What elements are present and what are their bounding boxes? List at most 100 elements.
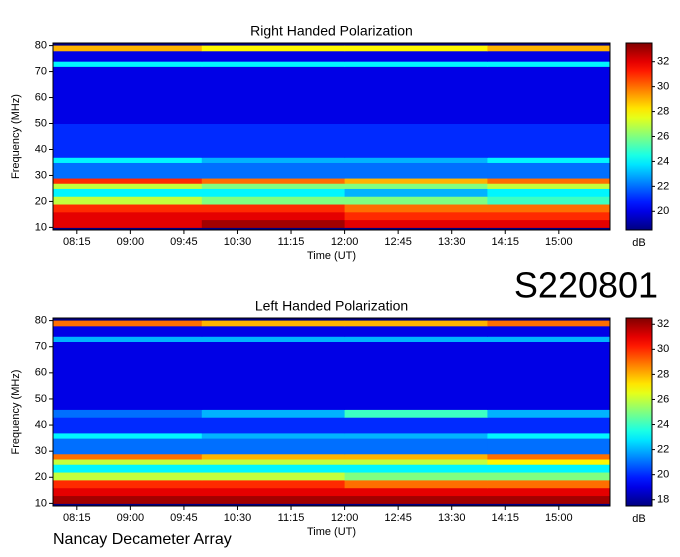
x-tick-label: 12:00 bbox=[331, 236, 359, 248]
heatmap-cell bbox=[487, 211, 611, 221]
heatmap-cell bbox=[487, 409, 611, 418]
x-tick-label: 14:15 bbox=[491, 236, 519, 248]
heatmap-cell bbox=[344, 453, 488, 460]
heatmap-cell bbox=[53, 336, 203, 342]
heatmap-cell bbox=[487, 453, 611, 460]
y-tick-label: 50 bbox=[35, 393, 47, 405]
heatmap-cell bbox=[53, 196, 203, 205]
heatmap-cell bbox=[53, 495, 203, 504]
heatmap-cell bbox=[53, 464, 203, 473]
x-tick-label: 15:00 bbox=[545, 512, 573, 524]
y-tick-label: 40 bbox=[35, 143, 47, 155]
heatmap-cell bbox=[344, 188, 488, 197]
colorbar-tick-label: 20 bbox=[657, 469, 669, 481]
heatmap-cell bbox=[201, 495, 346, 504]
y-tick-label: 80 bbox=[35, 315, 47, 327]
heatmap-cell bbox=[53, 487, 203, 497]
heatmap-cell bbox=[201, 464, 346, 473]
heatmap-cell bbox=[53, 409, 203, 418]
heatmap-cell bbox=[487, 438, 611, 455]
plot-frame bbox=[52, 42, 611, 231]
colorbar-label: dB bbox=[632, 513, 645, 525]
x-tick-label: 09:00 bbox=[117, 512, 145, 524]
heatmap-cell bbox=[201, 479, 346, 489]
heatmap-cell bbox=[487, 183, 611, 189]
heatmap-cell bbox=[344, 336, 488, 342]
heatmap-cell bbox=[201, 162, 346, 179]
heatmap-cell bbox=[487, 487, 611, 497]
heatmap-cell bbox=[344, 495, 488, 504]
heatmap-cell bbox=[344, 464, 488, 473]
heatmap-cell bbox=[201, 45, 346, 52]
heatmap-cell bbox=[53, 417, 203, 434]
colorbar-tick-label: 24 bbox=[657, 418, 669, 430]
heatmap-cell bbox=[487, 66, 611, 125]
heatmap-cell bbox=[344, 123, 488, 158]
y-tick-label: 40 bbox=[35, 419, 47, 431]
heatmap-cell bbox=[53, 188, 203, 197]
heatmap-cell bbox=[344, 438, 488, 455]
heatmap-cell bbox=[201, 204, 346, 213]
x-tick-label: 09:45 bbox=[170, 236, 198, 248]
heatmap-cell bbox=[201, 438, 346, 455]
heatmap-cell bbox=[201, 453, 346, 460]
session-code: S220801 bbox=[514, 265, 658, 306]
x-tick-label: 11:15 bbox=[278, 236, 305, 248]
heatmap-cell bbox=[487, 188, 611, 197]
heatmap-cell bbox=[344, 487, 488, 497]
source-label: Nancay Decameter Array bbox=[53, 531, 232, 548]
heatmap-cell bbox=[53, 219, 203, 228]
heatmap-cell bbox=[201, 183, 346, 189]
x-tick-label: 10:30 bbox=[224, 512, 252, 524]
heatmap-cell bbox=[201, 320, 346, 327]
heatmap-cell bbox=[53, 66, 203, 125]
heatmap-cell bbox=[344, 219, 488, 228]
heatmap-cell bbox=[487, 325, 611, 337]
heatmap-cell bbox=[201, 459, 346, 465]
heatmap-cell bbox=[201, 325, 346, 337]
heatmap-cell bbox=[201, 178, 346, 184]
heatmap-cell bbox=[53, 320, 203, 327]
heatmap-cell bbox=[487, 464, 611, 473]
heatmap-cell bbox=[344, 196, 488, 205]
y-tick-label: 10 bbox=[35, 221, 47, 233]
heatmap-cell bbox=[201, 211, 346, 221]
heatmap-cell bbox=[53, 459, 203, 465]
x-tick-label: 10:30 bbox=[224, 236, 252, 248]
colorbar-tick-label: 30 bbox=[657, 81, 669, 93]
heatmap-cell bbox=[344, 211, 488, 221]
heatmap-cell bbox=[53, 432, 203, 439]
colorbar-tick-label: 26 bbox=[657, 393, 669, 405]
heatmap-cell bbox=[344, 472, 488, 481]
heatmap-cell bbox=[201, 219, 346, 228]
heatmap-cell bbox=[53, 341, 203, 410]
heatmap-cell bbox=[201, 432, 346, 439]
colorbar-tick-label: 22 bbox=[657, 444, 669, 456]
x-tick-label: 12:45 bbox=[384, 236, 412, 248]
heatmap-cell bbox=[344, 325, 488, 337]
heatmap-cell bbox=[487, 336, 611, 342]
colorbar-tick-label: 28 bbox=[657, 368, 669, 380]
heatmap-cell bbox=[487, 178, 611, 184]
heatmap-cell bbox=[53, 472, 203, 481]
x-tick-label: 09:45 bbox=[170, 512, 198, 524]
heatmap-cell bbox=[201, 157, 346, 163]
heatmap-cell bbox=[487, 417, 611, 434]
y-tick-label: 60 bbox=[35, 91, 47, 103]
y-tick-label: 20 bbox=[35, 195, 47, 207]
y-tick-label: 10 bbox=[35, 497, 47, 509]
x-tick-label: 08:15 bbox=[63, 512, 91, 524]
x-tick-label: 14:15 bbox=[491, 512, 519, 524]
y-tick-label: 70 bbox=[35, 341, 47, 353]
heatmap-cell bbox=[487, 495, 611, 504]
heatmap-cell bbox=[201, 487, 346, 497]
heatmap-cell bbox=[201, 336, 346, 342]
y-tick-label: 50 bbox=[35, 117, 47, 129]
x-tick-label: 15:00 bbox=[545, 236, 573, 248]
heatmap-cell bbox=[344, 341, 488, 410]
heatmap-cell bbox=[53, 178, 203, 184]
colorbar-tick-label: 32 bbox=[657, 318, 669, 330]
heatmap-cell bbox=[201, 66, 346, 125]
heatmap-cell bbox=[487, 157, 611, 163]
heatmap-cell bbox=[344, 66, 488, 125]
